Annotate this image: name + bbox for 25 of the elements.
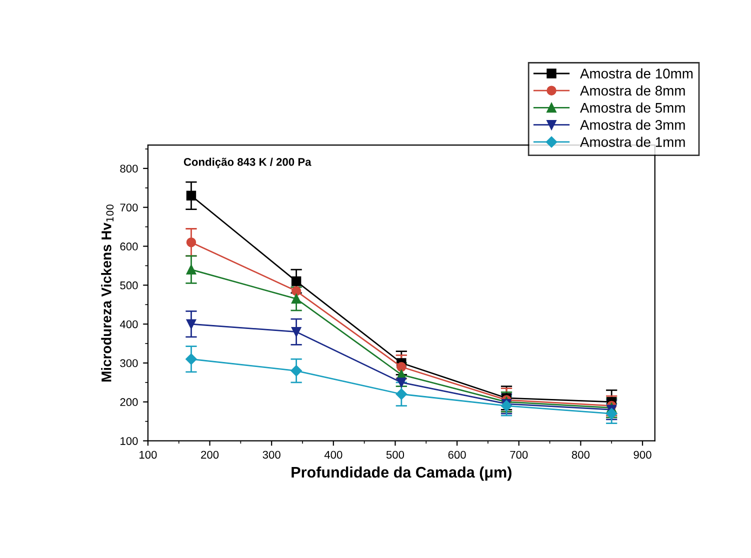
x-tick-label: 200 bbox=[201, 450, 219, 459]
x-tick-label: 100 bbox=[140, 450, 157, 459]
text: Condição 843 K / 200 Pa bbox=[184, 158, 312, 168]
x-tick-label: 400 bbox=[324, 450, 342, 459]
legend-label: Amostra de 1mm bbox=[580, 136, 685, 147]
legend-label: Amostra de 10mm bbox=[580, 68, 693, 78]
y-tick-label: 500 bbox=[120, 281, 138, 290]
y-tick-label: 200 bbox=[120, 398, 138, 406]
y-tick-label: 300 bbox=[120, 359, 138, 368]
legend-label: Amostra de 3mm bbox=[580, 120, 685, 130]
x-tick-label: 500 bbox=[386, 450, 404, 459]
x-tick-label: 800 bbox=[572, 450, 590, 459]
x-axis-title: Profundidade da Camada (μm) bbox=[292, 466, 512, 481]
y-tick-label: 400 bbox=[120, 320, 138, 328]
x-tick-label: 900 bbox=[634, 450, 652, 459]
y-tick-label: 100 bbox=[120, 437, 138, 445]
y-tick-label: 600 bbox=[120, 242, 138, 250]
y-tick-label: 700 bbox=[120, 204, 138, 212]
legend-label: Amostra de 5mm bbox=[580, 102, 685, 113]
legend-label: Amostra de 8mm bbox=[580, 85, 685, 96]
x-tick-label: 300 bbox=[262, 450, 280, 459]
y-axis-title: Microdureza Vickens Hv$_{100}$ bbox=[101, 204, 114, 382]
y-tick-label: 800 bbox=[120, 164, 138, 173]
x-tick-label: 600 bbox=[448, 450, 466, 459]
x-tick-label: 700 bbox=[510, 450, 528, 459]
